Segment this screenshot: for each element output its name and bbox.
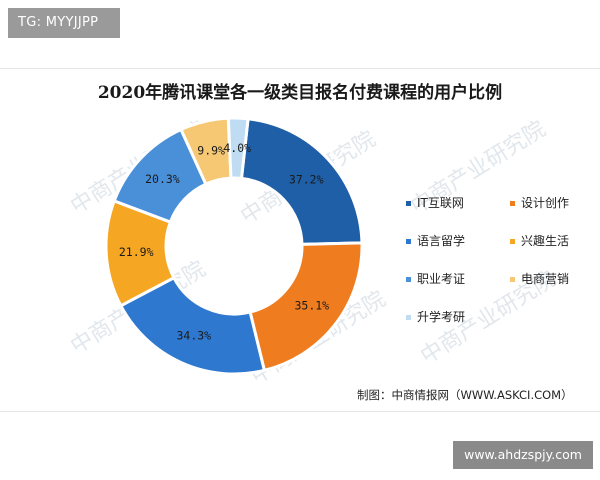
slice-value-label: 35.1% [294,299,329,313]
donut-slice [248,241,364,373]
slice-value-label: 20.3% [145,172,180,186]
slice-value-label: 4.0% [223,141,251,155]
slice-value-label: 34.3% [176,328,211,342]
source-text: 制图：中商情报网（WWW.ASKCI.COM） [357,388,573,402]
slice-value-label: 21.9% [119,245,154,259]
slice-value-label: 9.9% [197,144,225,158]
slice-value-label: 37.2% [289,173,324,187]
donut-slices [104,116,364,376]
donut-value-labels: 37.2% 35.1% 34.3% 21.9% 20.3% 9.9%4.0% [119,141,329,342]
chart-title: 2020年腾讯课堂各一级类目报名付费课程的用户比例 [97,83,503,103]
donut-slice [239,117,364,246]
donut-slice [226,116,250,181]
tag-badge: TG: MYYJJPP [8,8,120,38]
site-badge: www.ahdzspjy.com [453,441,593,469]
